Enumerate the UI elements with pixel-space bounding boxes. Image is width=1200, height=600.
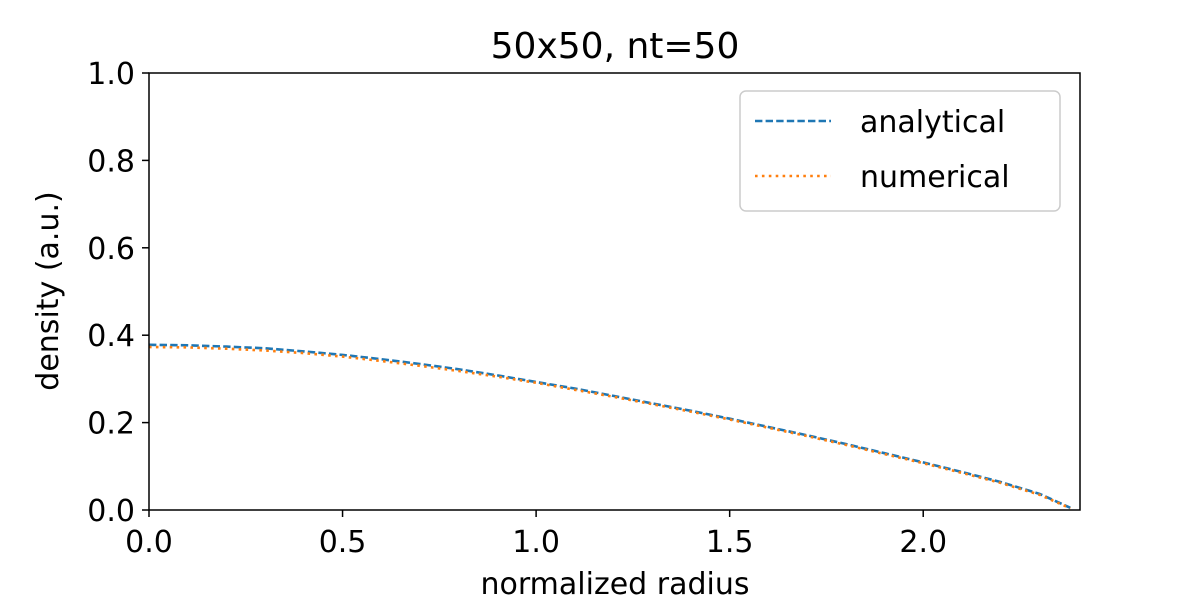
x-tick-label: 0.5: [319, 525, 367, 560]
legend-label-numerical: numerical: [860, 160, 1010, 195]
series-layer: [148, 343, 1071, 510]
legend-label-analytical: analytical: [860, 105, 1005, 140]
axes-frame: [148, 72, 1081, 511]
x-tick-label: 0.0: [125, 525, 173, 560]
y-tick-label: 1.0: [87, 57, 135, 92]
y-axis-label: density (a.u.): [31, 191, 66, 390]
y-tick-label: 0.2: [87, 407, 135, 442]
x-axis-ticks: 0.0 0.5 1.0 1.5 2.0: [125, 510, 947, 560]
y-tick-label: 0.0: [87, 494, 135, 529]
y-tick-label: 0.6: [87, 232, 135, 267]
series-line-analytical: [148, 343, 1071, 509]
y-tick-label: 0.4: [87, 319, 135, 354]
legend: analytical numerical: [739, 90, 1061, 212]
x-tick-label: 1.0: [512, 525, 560, 560]
x-tick-label: 1.5: [706, 525, 754, 560]
x-axis-label: normalized radius: [481, 567, 750, 600]
x-tick-label: 2.0: [899, 525, 947, 560]
y-tick-label: 0.8: [87, 144, 135, 179]
chart-title: 50x50, nt=50: [491, 26, 740, 67]
plot-area: [148, 72, 1081, 511]
y-axis-ticks: 0.0 0.2 0.4 0.6 0.8 1.0: [87, 57, 149, 529]
